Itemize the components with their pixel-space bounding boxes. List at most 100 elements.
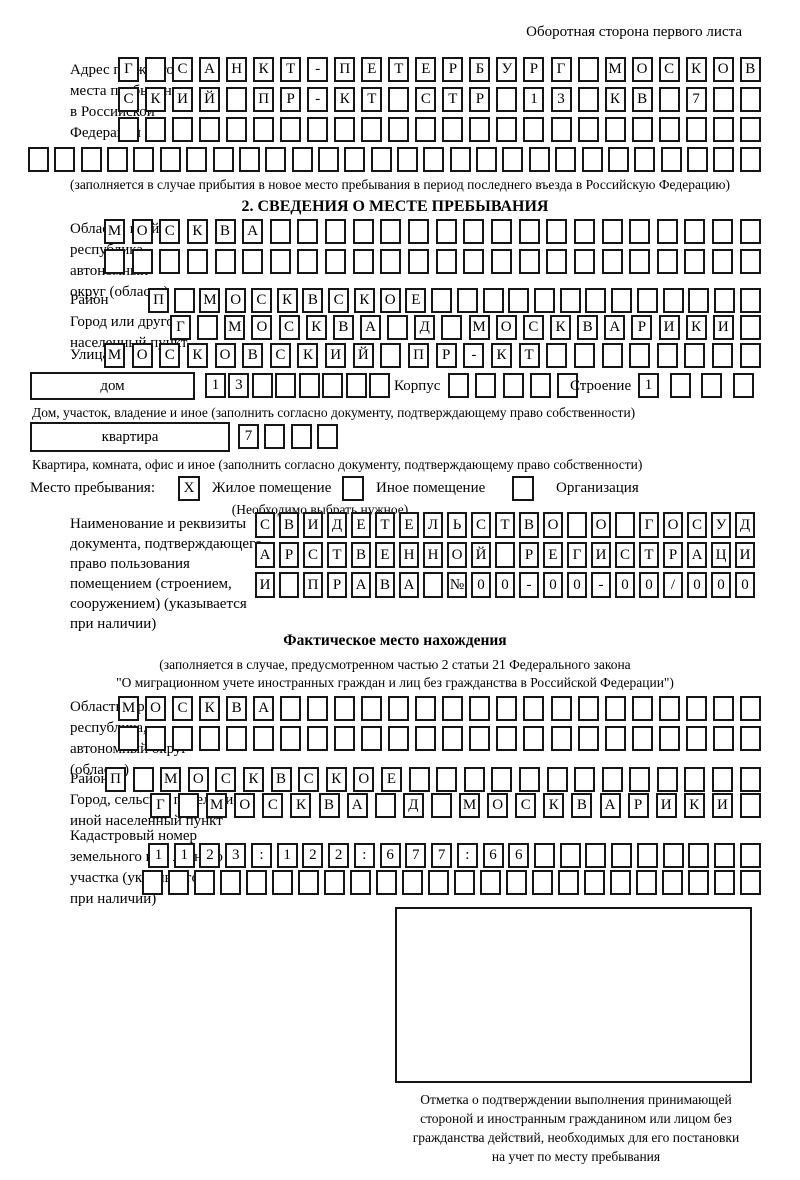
char-cell[interactable]: 7 <box>431 843 453 868</box>
char-cell[interactable] <box>523 726 545 751</box>
char-cell[interactable]: В <box>375 572 395 598</box>
char-cell[interactable] <box>686 147 708 172</box>
char-cell[interactable] <box>214 249 236 274</box>
char-cell[interactable]: 0 <box>639 572 659 598</box>
char-cell[interactable] <box>317 147 339 172</box>
char-cell[interactable]: Й <box>352 343 374 368</box>
char-cell[interactable]: Н <box>423 542 443 568</box>
char-cell[interactable]: Е <box>415 57 437 82</box>
char-cell[interactable]: В <box>242 343 264 368</box>
char-cell[interactable]: В <box>577 315 599 340</box>
char-cell[interactable] <box>168 870 189 895</box>
char-cell[interactable]: 0 <box>687 572 707 598</box>
char-cell[interactable] <box>662 843 684 868</box>
char-cell[interactable] <box>658 87 680 112</box>
char-cell[interactable]: 3 <box>228 373 250 398</box>
char-cell[interactable] <box>712 87 734 112</box>
char-cell[interactable]: Р <box>519 542 539 568</box>
char-cell[interactable] <box>334 726 356 751</box>
char-cell[interactable]: Т <box>375 512 395 538</box>
char-cell[interactable] <box>307 696 329 721</box>
char-cell[interactable] <box>238 147 260 172</box>
char-cell[interactable] <box>629 343 651 368</box>
char-cell[interactable]: С <box>255 512 275 538</box>
char-cell[interactable] <box>714 288 736 313</box>
char-cell[interactable] <box>491 767 513 792</box>
char-cell[interactable]: № <box>447 572 467 598</box>
char-cell[interactable] <box>528 147 550 172</box>
char-cell[interactable]: О <box>225 288 247 313</box>
char-cell[interactable] <box>194 870 215 895</box>
char-cell[interactable]: Р <box>279 542 299 568</box>
char-cell[interactable] <box>658 696 680 721</box>
char-cell[interactable] <box>574 767 596 792</box>
char-cell[interactable] <box>272 870 293 895</box>
char-cell[interactable]: 0 <box>615 572 635 598</box>
char-cell[interactable] <box>442 726 464 751</box>
char-cell[interactable] <box>423 572 443 598</box>
char-cell[interactable] <box>604 696 626 721</box>
checkbox-organization[interactable] <box>512 476 534 501</box>
char-cell[interactable]: О <box>251 315 273 340</box>
char-cell[interactable] <box>269 249 291 274</box>
char-cell[interactable]: С <box>298 767 320 792</box>
char-cell[interactable]: - <box>307 57 329 82</box>
char-cell[interactable] <box>496 117 518 142</box>
char-cell[interactable]: Д <box>402 793 424 818</box>
char-cell[interactable]: Г <box>550 57 572 82</box>
char-cell[interactable] <box>604 726 626 751</box>
char-cell[interactable]: Е <box>351 512 371 538</box>
char-cell[interactable]: К <box>242 767 264 792</box>
char-cell[interactable]: И <box>711 793 733 818</box>
char-cell[interactable] <box>610 870 631 895</box>
char-cell[interactable] <box>636 870 657 895</box>
char-cell[interactable] <box>685 726 707 751</box>
char-cell[interactable] <box>212 147 234 172</box>
char-cell[interactable]: П <box>253 87 275 112</box>
char-cell[interactable] <box>502 373 524 398</box>
char-cell[interactable] <box>577 726 599 751</box>
char-cell[interactable]: О <box>495 315 517 340</box>
char-cell[interactable]: В <box>279 512 299 538</box>
char-cell[interactable] <box>496 726 518 751</box>
char-cell[interactable]: Т <box>639 542 659 568</box>
char-cell[interactable]: О <box>214 343 236 368</box>
char-cell[interactable] <box>739 87 761 112</box>
char-cell[interactable]: М <box>118 696 139 721</box>
char-cell[interactable] <box>739 315 761 340</box>
char-cell[interactable] <box>550 117 572 142</box>
char-cell[interactable] <box>712 219 734 244</box>
char-cell[interactable] <box>436 767 458 792</box>
char-cell[interactable]: 6 <box>508 843 530 868</box>
char-cell[interactable] <box>684 343 706 368</box>
char-cell[interactable]: 7 <box>685 87 707 112</box>
char-cell[interactable] <box>380 343 402 368</box>
char-cell[interactable]: О <box>187 767 209 792</box>
char-cell[interactable] <box>145 57 167 82</box>
char-cell[interactable]: П <box>334 57 356 82</box>
char-cell[interactable] <box>253 117 275 142</box>
char-cell[interactable] <box>28 147 49 172</box>
char-cell[interactable] <box>685 696 707 721</box>
char-cell[interactable] <box>475 373 497 398</box>
char-cell[interactable] <box>523 696 545 721</box>
char-cell[interactable]: К <box>353 288 375 313</box>
char-cell[interactable]: - <box>307 87 329 112</box>
char-cell[interactable] <box>739 249 761 274</box>
char-cell[interactable]: С <box>658 57 680 82</box>
char-cell[interactable]: К <box>334 87 356 112</box>
char-cell[interactable]: Й <box>199 87 221 112</box>
char-cell[interactable] <box>380 219 402 244</box>
char-cell[interactable]: В <box>571 793 593 818</box>
char-cell[interactable]: И <box>255 572 275 598</box>
char-cell[interactable]: П <box>148 288 169 313</box>
char-cell[interactable]: П <box>408 343 430 368</box>
char-cell[interactable]: А <box>399 572 419 598</box>
char-cell[interactable] <box>712 767 734 792</box>
char-cell[interactable]: А <box>255 542 275 568</box>
char-cell[interactable]: 1 <box>638 373 659 398</box>
char-cell[interactable] <box>345 373 367 398</box>
char-cell[interactable]: С <box>269 343 291 368</box>
char-cell[interactable] <box>712 117 734 142</box>
char-cell[interactable] <box>546 343 568 368</box>
